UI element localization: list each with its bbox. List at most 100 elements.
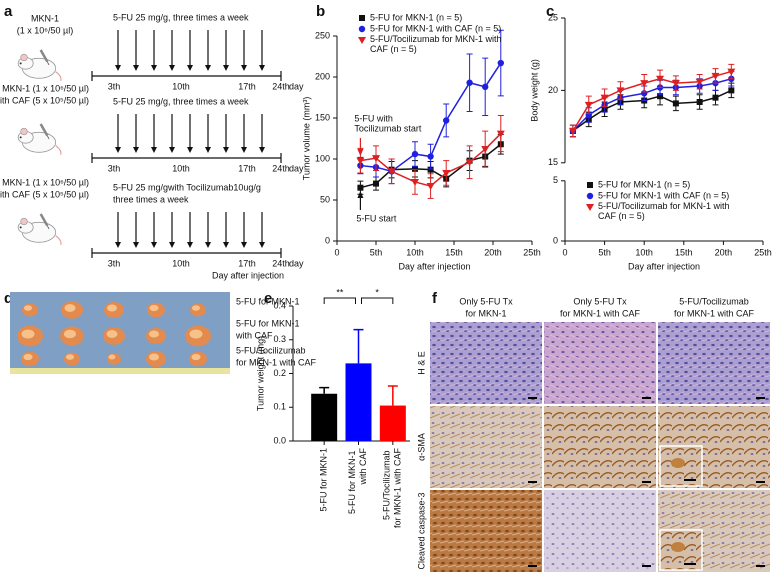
dose-arrowhead <box>169 65 175 71</box>
x-tick-label: 25th <box>523 247 541 257</box>
dose-arrowhead <box>187 65 193 71</box>
day-label: 24th <box>272 258 290 268</box>
panel-label: b <box>316 3 325 20</box>
day-label: 3th <box>108 81 121 91</box>
micrograph <box>430 490 542 572</box>
dose-arrowhead <box>223 65 229 71</box>
y-tick-label: 0 <box>553 235 558 245</box>
inset-cell <box>671 458 685 468</box>
marker <box>640 80 649 88</box>
group-cell-text: With CAF (5 x 10⁵/50 µl) <box>0 95 89 105</box>
tumor-highlight <box>21 329 35 339</box>
dose-arrowhead <box>133 147 139 153</box>
group-cell-text: MKN-1 (1 x 10⁶/50 µl) <box>2 177 89 187</box>
day-label: 24th <box>272 81 290 91</box>
marker <box>568 127 577 135</box>
marker <box>657 93 664 100</box>
group-cell-text: (1 x 10⁶/50 µl) <box>17 25 73 35</box>
treatment-text: three times a week <box>113 194 189 204</box>
day-label: 17th <box>238 81 256 91</box>
marker <box>443 117 450 124</box>
legend-marker <box>358 37 366 44</box>
marker <box>411 150 419 158</box>
x-tick-label: 20th <box>484 247 502 257</box>
marker <box>427 153 434 160</box>
y-tick-label: 0 <box>325 235 330 245</box>
marker <box>465 159 474 167</box>
panel-label: e <box>264 290 272 307</box>
micrograph <box>544 322 656 404</box>
significance-bracket <box>361 297 394 304</box>
mouse-icon <box>16 48 63 82</box>
tumor-highlight <box>149 353 159 361</box>
day-label: 17th <box>238 258 256 268</box>
day-label: 3th <box>108 258 121 268</box>
dose-arrowhead <box>205 242 211 248</box>
marker <box>466 79 473 86</box>
y-tick-label: 20 <box>548 85 558 95</box>
marker <box>481 146 490 154</box>
day-unit: day <box>289 163 304 173</box>
tumor-highlight <box>149 304 159 312</box>
marker <box>728 87 735 94</box>
marker <box>497 59 504 67</box>
column-header: Only 5-FU Tx <box>459 296 513 306</box>
tumor-highlight <box>191 353 201 361</box>
dose-arrowhead <box>169 242 175 248</box>
x-tick-label: 5-FU for MKN-1 <box>319 448 329 512</box>
marker <box>356 157 365 165</box>
dose-arrowhead <box>151 147 157 153</box>
day-label: 3th <box>108 163 121 173</box>
dose-arrowhead <box>151 65 157 71</box>
marker <box>387 168 396 176</box>
x-tick-label: 5-FU/Tocilizumab for MKN-1 with CAF <box>382 448 403 529</box>
series-line <box>572 70 732 132</box>
dose-arrowhead <box>205 65 211 71</box>
bar <box>311 393 338 441</box>
day-label: 10th <box>172 258 190 268</box>
y-tick-label: 5 <box>553 175 558 185</box>
tumor-highlight <box>66 354 74 360</box>
x-axis-title: Day after injection <box>398 261 470 271</box>
bar <box>379 405 406 441</box>
marker <box>672 100 679 107</box>
tumor-highlight <box>64 329 76 339</box>
tumor-highlight <box>106 330 118 338</box>
error-bar <box>387 385 398 406</box>
x-tick-label: 5th <box>370 247 383 257</box>
error-bar <box>319 386 330 394</box>
x-tick-label: 0 <box>334 247 339 257</box>
annotation-arrowhead <box>357 149 364 156</box>
mouse-icon <box>16 212 63 246</box>
dose-arrowhead <box>223 147 229 153</box>
group-cell-text: MKN-1 (1 x 10⁶/50 µl) <box>2 83 89 93</box>
x-axis-title: Day after injection <box>628 261 700 271</box>
photo-ruler <box>10 368 230 374</box>
treatment-text: 5-FU 25 mg/g, three times a week <box>113 96 249 106</box>
day-unit: day <box>289 258 304 268</box>
significance-label: * <box>375 287 379 297</box>
legend-marker <box>586 204 594 211</box>
treatment-text: 5-FU 25 mg/g, three times a week <box>113 12 249 22</box>
micrograph <box>658 322 770 404</box>
group-label: 5-FU/Tocilizumab <box>236 345 306 355</box>
x-tick-label: 5th <box>598 247 611 257</box>
legend-marker <box>358 25 366 33</box>
marker <box>600 94 609 102</box>
legend-label: 5-FU for MKN-1 with CAF (n = 5) <box>370 23 501 33</box>
marker <box>671 80 680 88</box>
dose-arrowhead <box>169 147 175 153</box>
dose-arrowhead <box>187 147 193 153</box>
tumor-highlight <box>64 304 76 312</box>
marker <box>696 98 703 105</box>
day-label: 17th <box>238 163 256 173</box>
y-tick-label: 250 <box>315 30 330 40</box>
micrograph <box>430 322 542 404</box>
micrograph <box>430 406 542 488</box>
treatment-text: 5-FU 25 mg/gwith Tocilizumab10ug/g <box>113 182 261 192</box>
group-label: 5-FU for MKN-1 <box>236 296 300 306</box>
dose-arrowhead <box>133 242 139 248</box>
annotation: 5-FU start <box>356 213 397 223</box>
dose-arrowhead <box>115 242 121 248</box>
